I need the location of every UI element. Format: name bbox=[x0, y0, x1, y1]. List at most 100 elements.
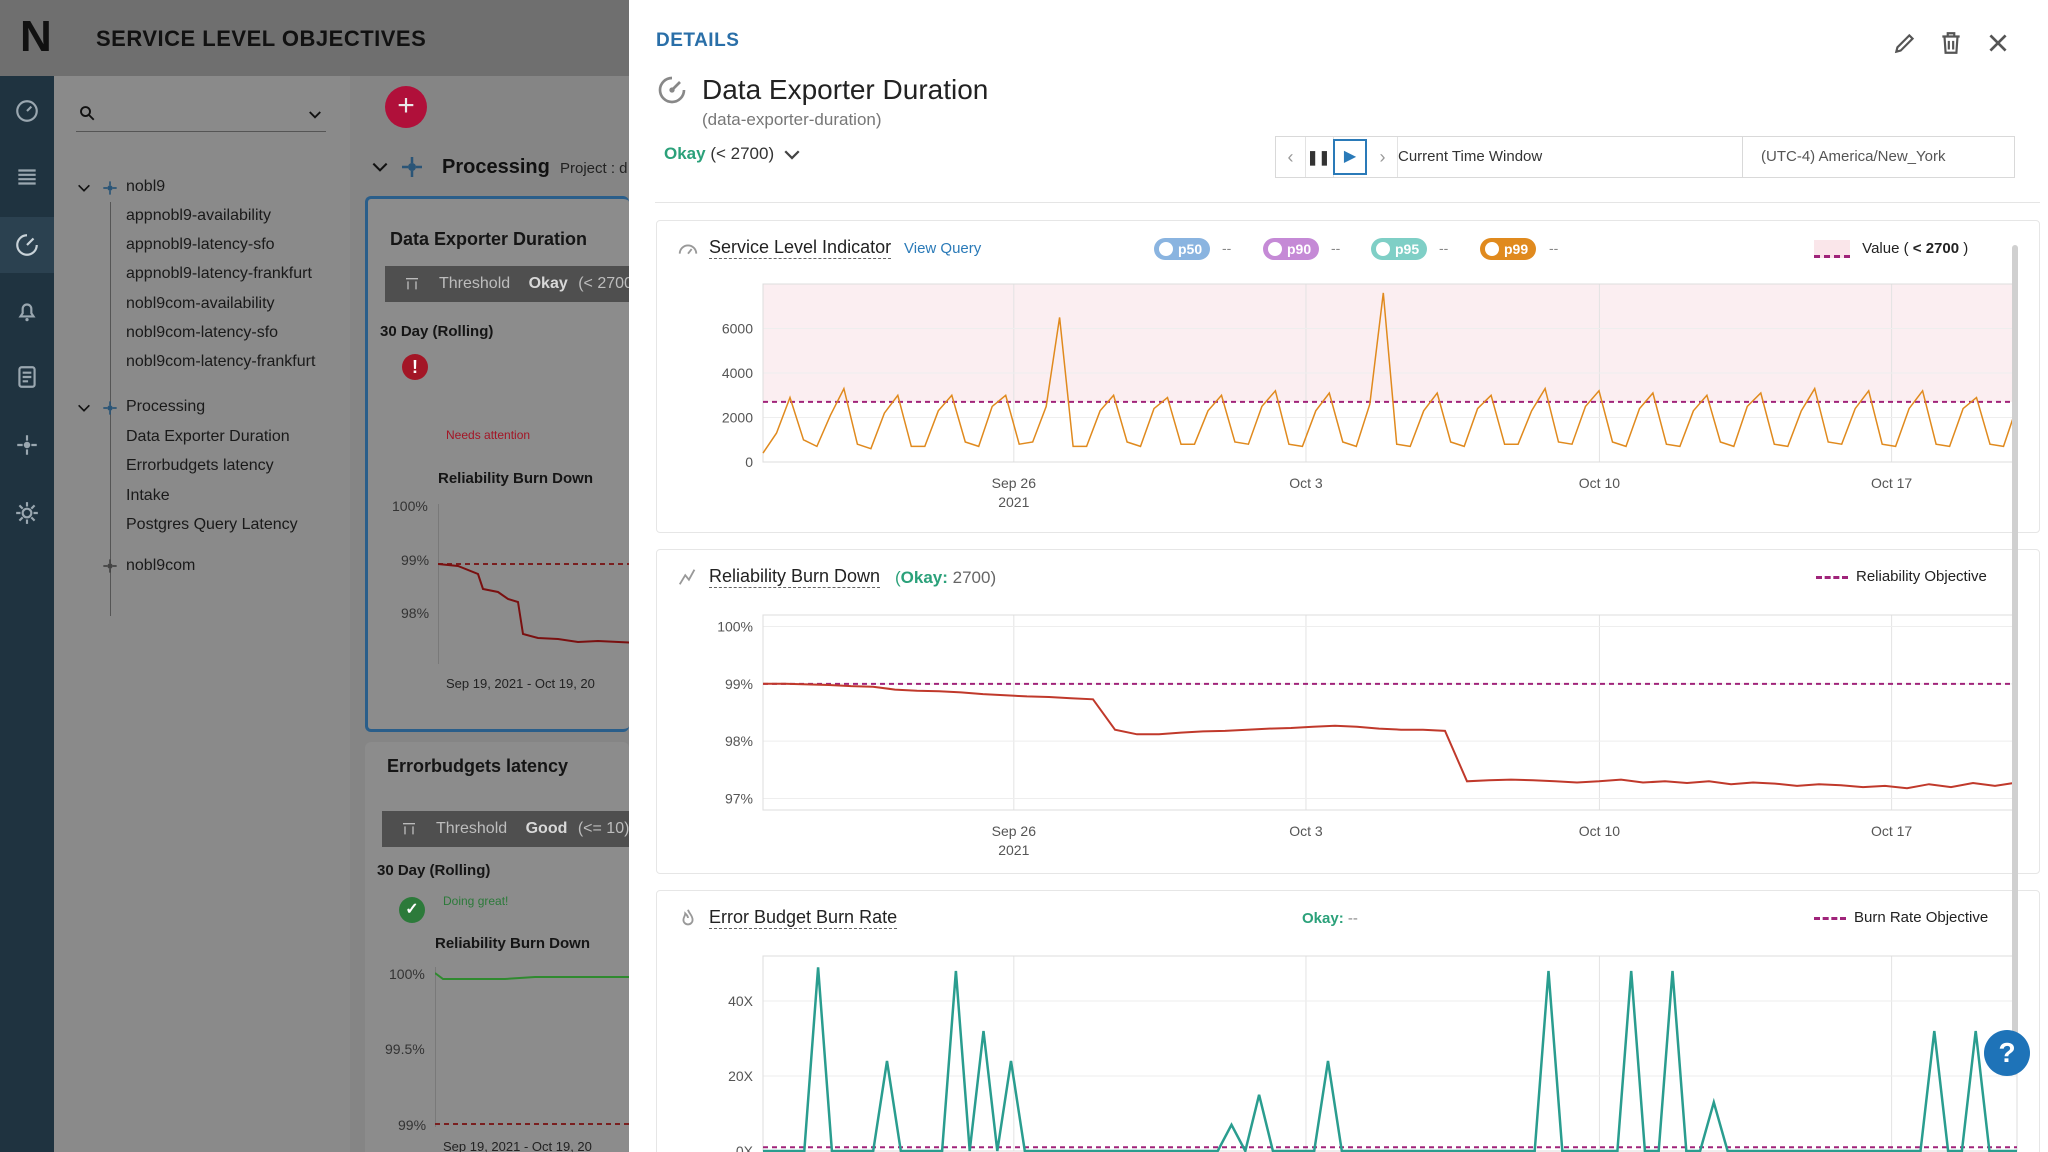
threshold-bar: Threshold Okay (< 2700 bbox=[385, 266, 629, 302]
slo-gauge-icon bbox=[658, 76, 686, 104]
tree-guide-line bbox=[110, 422, 111, 616]
edit-icon[interactable] bbox=[1892, 30, 1918, 56]
pause-icon[interactable]: ❚❚ bbox=[1304, 137, 1334, 177]
tree-item[interactable]: nobl9com-availability bbox=[126, 295, 275, 312]
chevron-down-icon[interactable] bbox=[76, 180, 92, 196]
y-tick-label: 99% bbox=[725, 676, 753, 692]
plot-frame bbox=[762, 955, 2018, 1152]
burn-rate-chart: 0X 20X 40X bbox=[728, 955, 2018, 1152]
tree-item[interactable]: nobl9com-latency-sfo bbox=[126, 324, 279, 341]
project-icon bbox=[103, 181, 117, 195]
integrations-icon[interactable] bbox=[14, 432, 40, 458]
bell-icon[interactable] bbox=[14, 298, 40, 324]
burn-rate-title[interactable]: Error Budget Burn Rate bbox=[709, 907, 898, 929]
legend-value: < 2700 bbox=[1912, 240, 1960, 257]
x-tick-label: Sep 26 bbox=[992, 475, 1037, 491]
tree-group-nobl9com[interactable]: nobl9com bbox=[126, 557, 196, 574]
tree-item[interactable]: appnobl9-latency-frankfurt bbox=[126, 265, 312, 282]
section-title: Processing bbox=[442, 156, 550, 178]
view-query-link[interactable]: View Query bbox=[904, 240, 982, 257]
mini-burndown-chart bbox=[438, 504, 629, 664]
project-icon bbox=[402, 157, 422, 177]
status-value: 2700) bbox=[947, 568, 997, 587]
tree-group-nobl9[interactable]: nobl9 bbox=[126, 178, 166, 195]
percentile-toggle-p90[interactable]: p90 bbox=[1263, 238, 1320, 260]
status-label: Okay: bbox=[1302, 910, 1344, 927]
project-icon bbox=[103, 401, 117, 415]
time-window-select[interactable]: Current Time Window bbox=[1398, 148, 1543, 165]
legend-swatch bbox=[1814, 240, 1850, 259]
burn-rate-section: Error Budget Burn Rate Okay: -- Burn Rat… bbox=[656, 890, 2040, 1152]
burn-down-status: (Okay: 2700) bbox=[895, 568, 996, 588]
percentile-toggle-p50[interactable]: p50 bbox=[1154, 238, 1211, 260]
chevron-down-icon[interactable] bbox=[76, 400, 92, 416]
tree-item[interactable]: Data Exporter Duration bbox=[126, 428, 290, 445]
tree-item[interactable]: appnobl9-availability bbox=[126, 207, 271, 224]
search-field[interactable] bbox=[76, 96, 326, 132]
objective-condition: (< 2700) bbox=[710, 144, 775, 163]
objective-dropdown[interactable]: Okay (< 2700) bbox=[664, 144, 801, 164]
x-tick-label: Oct 17 bbox=[1871, 823, 1912, 839]
chevron-left-icon[interactable]: ‹ bbox=[1276, 137, 1306, 177]
status-text: Needs attention bbox=[446, 428, 531, 442]
chevron-down-icon[interactable] bbox=[306, 106, 324, 124]
chevron-down-icon bbox=[784, 149, 800, 160]
reliability-objective-legend: Reliability Objective bbox=[1816, 568, 1987, 585]
tree-item[interactable]: appnobl9-latency-sfo bbox=[126, 236, 275, 253]
report-icon[interactable] bbox=[14, 364, 40, 390]
slo-card[interactable]: Errorbudgets latency Threshold Good (<= … bbox=[365, 742, 629, 1152]
burn-rate-status: Okay: -- bbox=[1302, 910, 1358, 927]
tree-item[interactable]: Errorbudgets latency bbox=[126, 457, 274, 474]
chevron-down-icon[interactable] bbox=[370, 157, 390, 177]
dashboard-icon[interactable] bbox=[14, 98, 40, 124]
burn-down-title[interactable]: Reliability Burn Down bbox=[709, 566, 881, 588]
plot-frame bbox=[762, 614, 2018, 811]
status-prefix: ( bbox=[895, 568, 901, 587]
scrollbar[interactable] bbox=[2012, 245, 2018, 1075]
y-tick-label: 99% bbox=[401, 552, 430, 568]
close-icon[interactable] bbox=[1985, 30, 2011, 56]
play-icon[interactable]: ▶ bbox=[1333, 139, 1367, 175]
divider bbox=[1742, 137, 1743, 177]
add-slo-button[interactable]: + bbox=[385, 86, 427, 128]
alert-icon: ! bbox=[402, 354, 428, 380]
x-tick-label: Oct 10 bbox=[1579, 475, 1620, 491]
x-tick-label: Oct 10 bbox=[1579, 823, 1620, 839]
threshold-label: Threshold bbox=[436, 820, 508, 837]
status-value: -- bbox=[1343, 910, 1358, 927]
sli-title[interactable]: Service Level Indicator bbox=[709, 237, 892, 259]
trash-icon[interactable] bbox=[1938, 30, 1964, 56]
settings-icon[interactable] bbox=[14, 500, 40, 526]
list-icon[interactable] bbox=[14, 164, 40, 190]
tree-group-processing[interactable]: Processing bbox=[126, 398, 206, 415]
x-tick-label: 2021 bbox=[998, 842, 1029, 858]
app-title: SERVICE LEVEL OBJECTIVES bbox=[96, 26, 427, 51]
chevron-right-icon[interactable]: › bbox=[1368, 137, 1398, 177]
top-bar: SERVICE LEVEL OBJECTIVES bbox=[54, 0, 629, 76]
slo-tree: nobl9 appnobl9-availability appnobl9-lat… bbox=[54, 76, 350, 1152]
percentile-toggle-p95[interactable]: p95 bbox=[1371, 238, 1428, 260]
mini-burndown-chart bbox=[435, 967, 629, 1127]
details-heading: DETAILS bbox=[656, 30, 740, 51]
slo-gauge-icon[interactable] bbox=[14, 232, 40, 258]
y-tick-label: 98% bbox=[401, 605, 430, 621]
y-tick-label: 20X bbox=[728, 1068, 754, 1084]
slo-card[interactable]: Data Exporter Duration Threshold Okay (<… bbox=[365, 196, 629, 732]
timezone-select[interactable]: (UTC-4) America/New_York bbox=[1761, 148, 1946, 165]
y-tick-label: 99% bbox=[398, 1117, 427, 1133]
search-icon bbox=[80, 106, 95, 121]
slo-title: Data Exporter Duration bbox=[702, 74, 989, 105]
tree-item[interactable]: Intake bbox=[126, 487, 170, 504]
x-tick-label: Oct 17 bbox=[1871, 475, 1912, 491]
tree-item[interactable]: nobl9com-latency-frankfurt bbox=[126, 353, 316, 370]
tree-item[interactable]: Postgres Query Latency bbox=[126, 516, 298, 533]
threshold-label: Threshold bbox=[439, 275, 511, 292]
percentile-toggle-p99[interactable]: p99 bbox=[1480, 238, 1537, 260]
help-button[interactable]: ? bbox=[1984, 1030, 2030, 1076]
series-line bbox=[763, 967, 2017, 1152]
y-tick-label: 97% bbox=[725, 791, 753, 807]
mini-chart-title: Reliability Burn Down bbox=[438, 470, 594, 487]
burn-down-icon bbox=[678, 569, 696, 585]
series-line bbox=[763, 682, 2018, 790]
project-label: Project : d bbox=[560, 160, 628, 177]
